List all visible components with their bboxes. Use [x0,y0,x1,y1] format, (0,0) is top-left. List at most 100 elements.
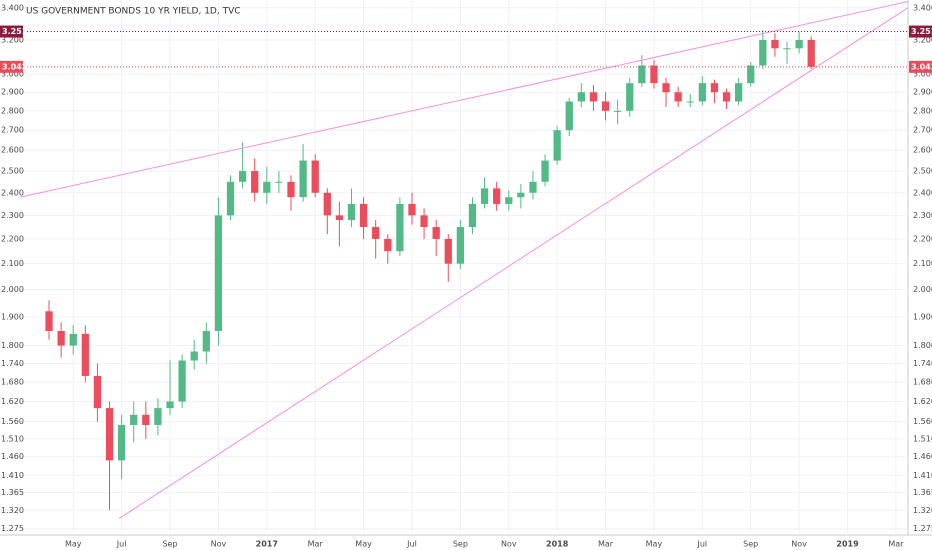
y-tick-label: 3.400 [1,3,24,12]
candle-body [480,188,489,204]
x-tick-label: May [65,540,82,549]
y-tick-label: 3.200 [913,35,932,44]
candle-body [626,83,634,111]
candle-body [795,39,803,49]
candle [783,41,791,64]
x-tick-label: Mar [308,540,324,549]
candle-body [614,110,622,112]
candle-body [662,83,670,93]
y-tick-label: 3.400 [913,3,932,12]
x-tick-label: Sep [743,540,758,549]
candle-body [553,130,561,161]
y-tick-label: 2.200 [1,234,24,243]
candle-body [674,92,682,102]
candle [650,60,658,89]
y-tick-label: 2.300 [913,211,932,220]
trend-line [118,7,909,519]
y-tick-label: 3.000 [1,70,24,79]
price-tag: 3.042 [0,60,27,73]
candle-body [505,197,513,204]
y-tick-label: 1.460 [1,452,24,461]
candle-body [154,408,162,425]
candle [734,77,743,106]
trend-line [19,1,909,198]
candle [263,166,271,204]
x-tick-label: Jul [406,540,417,549]
candle-body [444,238,452,264]
candle-body [347,203,356,220]
candle-body [372,227,380,239]
candle-body [747,65,755,84]
candle [57,322,65,358]
y-tick-label: 2.100 [913,259,932,268]
candle [226,175,235,220]
price-tag: 3.251 [909,25,932,38]
candle [698,76,706,106]
x-tick-label: May [355,540,372,549]
candle-body [45,311,53,332]
candle-body [263,181,271,193]
candle [686,94,694,108]
candle-body [384,238,392,252]
candle-body [287,181,295,198]
candle [384,234,392,264]
candle [154,398,162,436]
candle-body [432,227,440,239]
candle-body [190,351,198,361]
y-tick-label: 2.100 [1,259,24,268]
y-tick-label: 1.410 [1,471,24,480]
y-tick-label: 1.510 [913,434,932,443]
candle-body [396,203,404,252]
candle [93,363,102,422]
price-tag-label: 3.042 [911,62,932,71]
candle [166,360,174,415]
candle [408,192,416,225]
candle [807,36,815,69]
y-tick-label: 1.560 [913,417,932,426]
price-tag-box [909,25,932,38]
candle-body [214,215,223,332]
candle-body [807,39,815,67]
y-tick-label: 1.320 [1,506,24,515]
candle [45,300,53,340]
candle-body [251,171,259,193]
x-tick-label: Mar [598,540,614,549]
candle-body [130,414,138,425]
y-tick-label: 2.500 [913,167,932,176]
y-tick-label: 2.800 [1,106,24,115]
y-tick-label: 1.275 [1,524,24,533]
price-tag-label: 3.042 [2,62,27,71]
candle-body [759,39,767,66]
candle [759,30,767,69]
candle-body [589,92,598,102]
candle [287,175,295,211]
candle [347,188,356,228]
y-tick-label: 2.900 [1,88,24,97]
candle [505,190,513,211]
candle [529,171,537,200]
candle [105,401,114,511]
candle [311,154,319,198]
candle [662,77,670,108]
y-tick-label: 1.365 [1,488,24,497]
candle-body [117,424,126,461]
price-tag: 3.251 [0,25,28,38]
candle [202,322,210,364]
candle [275,171,283,193]
candle [456,219,464,269]
candle [69,325,77,355]
y-tick-label: 2.400 [913,188,932,197]
candle [589,84,598,111]
candle [323,188,331,235]
candle-body [335,215,344,220]
candle-body [771,39,779,49]
y-tick-label: 2.700 [913,126,932,135]
price-tag-label: 3.251 [2,27,28,36]
y-tick-label: 1.460 [913,452,932,461]
y-tick-label: 1.740 [913,359,932,368]
y-tick-label: 2.200 [913,234,932,243]
candle-body [105,408,114,461]
candle [577,83,585,108]
